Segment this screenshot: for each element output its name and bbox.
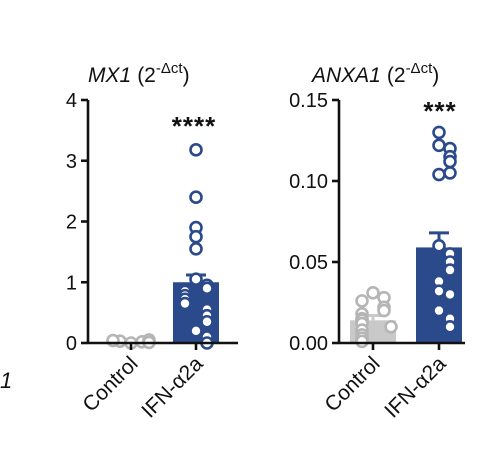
data-point bbox=[178, 296, 192, 311]
y-tick-label: 0.05 bbox=[289, 252, 328, 274]
data-point bbox=[200, 281, 214, 296]
data-point bbox=[355, 334, 369, 349]
chart-title: ANXA1 (2-Δct) bbox=[310, 60, 439, 87]
title-unit-sup: -Δct bbox=[406, 60, 434, 77]
y-tick-label: 0.00 bbox=[289, 333, 328, 355]
data-point bbox=[443, 319, 457, 334]
y-tick-label: 3 bbox=[66, 151, 77, 173]
title-unit-suffix: ) bbox=[432, 64, 439, 87]
x-category-label: IFN-α2a bbox=[380, 352, 450, 422]
data-point bbox=[355, 294, 369, 308]
title-unit-sup: -Δct bbox=[156, 60, 184, 77]
y-tick-label: 0.10 bbox=[289, 171, 328, 193]
x-category-label: Control bbox=[320, 352, 384, 416]
x-category-label: Control bbox=[78, 352, 142, 416]
significance-label: *** bbox=[423, 96, 456, 126]
data-point bbox=[432, 284, 446, 298]
y-tick-label: 0 bbox=[66, 333, 77, 355]
data-point bbox=[189, 143, 203, 157]
data-point bbox=[432, 167, 446, 182]
data-point bbox=[189, 242, 203, 256]
x-category-label: IFN-α2a bbox=[137, 352, 207, 422]
title-gene: ANXA1 bbox=[310, 64, 381, 87]
data-point bbox=[443, 166, 457, 180]
data-point bbox=[189, 190, 203, 204]
data-point bbox=[432, 138, 446, 153]
y-tick-label: 4 bbox=[66, 90, 77, 112]
data-point bbox=[443, 287, 457, 302]
data-point bbox=[432, 303, 446, 318]
data-point bbox=[189, 272, 203, 287]
title-gene: MX1 bbox=[88, 64, 131, 87]
data-point bbox=[384, 319, 398, 334]
significance-label: **** bbox=[172, 111, 216, 141]
data-point bbox=[443, 263, 457, 277]
y-tick-label: 0.15 bbox=[289, 90, 328, 112]
data-point bbox=[366, 285, 380, 300]
data-point bbox=[377, 303, 391, 318]
data-point bbox=[432, 239, 446, 253]
title-unit-prefix: (2 bbox=[387, 64, 406, 87]
data-point bbox=[432, 125, 446, 140]
data-point bbox=[200, 314, 214, 329]
data-point bbox=[443, 154, 457, 169]
title-unit-prefix: (2 bbox=[137, 64, 156, 87]
y-tick-label: 2 bbox=[66, 212, 77, 234]
chart-title: MX1 (2-Δct) bbox=[88, 60, 190, 87]
edge-fragment-label: 1 bbox=[0, 368, 12, 393]
y-tick-label: 1 bbox=[66, 272, 77, 294]
title-unit-suffix: ) bbox=[183, 64, 190, 87]
data-point bbox=[189, 229, 203, 244]
data-point bbox=[189, 324, 203, 338]
data-point bbox=[106, 333, 120, 348]
